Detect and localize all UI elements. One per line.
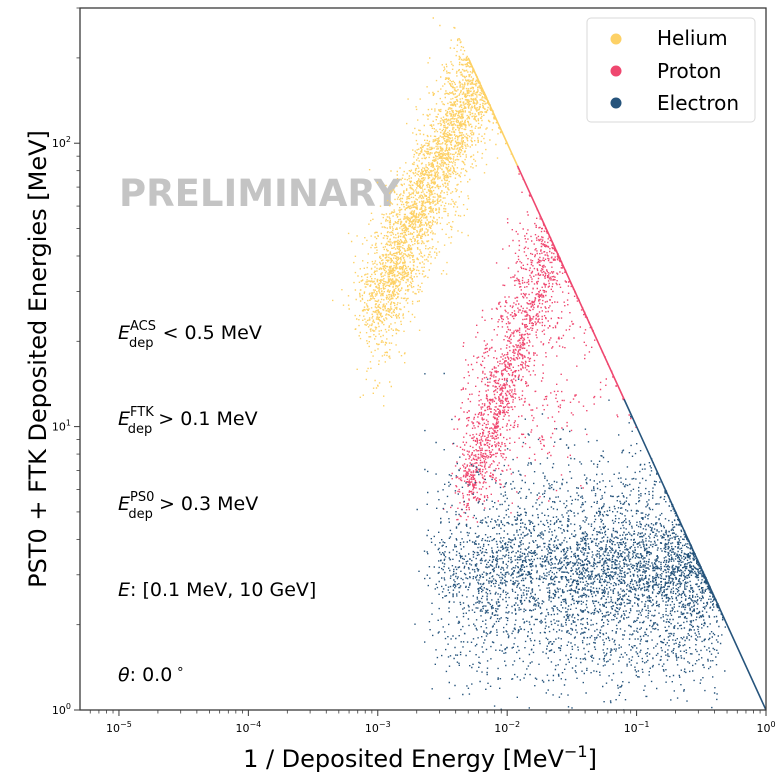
- y-tick-label: 100: [52, 702, 71, 717]
- cut-ps0: EPS0 dep > 0.3 MeV: [118, 490, 258, 522]
- x-tick-label: 10−1: [624, 720, 650, 735]
- boundary-line-helium: [467, 57, 519, 166]
- legend-label-helium: Helium: [657, 26, 728, 50]
- scatter-points-electron: [414, 372, 730, 710]
- y-tick-label: 101: [52, 419, 71, 434]
- angle: θ: 0.0 ∘: [118, 662, 184, 686]
- x-tick-label: 10−2: [494, 720, 520, 735]
- x-axis-ticks: 10−5 10−4 10−3 10−2 10−1 100: [89, 710, 776, 735]
- x-tick-label: 100: [756, 720, 775, 735]
- cut-ftk: EFTK dep > 0.1 MeV: [118, 405, 258, 437]
- x-tick-label: 10−5: [106, 720, 132, 735]
- y-axis-ticks: 100 101 102: [52, 7, 80, 717]
- reference-line-group: [467, 57, 766, 710]
- legend-box: [586, 17, 756, 123]
- x-axis-title-superscript: −1: [564, 742, 588, 761]
- legend: Helium Proton Electron: [586, 17, 756, 123]
- boundary-line-electron: [623, 398, 766, 710]
- y-tick-label: 102: [52, 135, 71, 150]
- x-axis-title: 1 / Deposited Energy [MeV−1]: [243, 742, 597, 773]
- legend-label-proton: Proton: [657, 59, 721, 83]
- cut-annotations: EACS dep < 0.5 MeV EFTK dep > 0.1 MeV EPS0…: [118, 319, 316, 686]
- preliminary-watermark: PRELIMINARY: [119, 172, 402, 215]
- legend-marker-electron: [610, 97, 622, 109]
- plot-background: [80, 8, 766, 710]
- legend-label-electron: Electron: [657, 91, 739, 115]
- legend-marker-proton: [610, 65, 622, 77]
- x-tick-label: 10−3: [365, 720, 391, 735]
- boundary-line-proton: [516, 165, 625, 400]
- scatter-points: [332, 17, 730, 710]
- y-axis-title: PST0 + FTK Deposited Energies [MeV]: [24, 130, 52, 588]
- cut-acs: EACS dep < 0.5 MeV: [118, 319, 262, 351]
- series-electron: [414, 372, 730, 710]
- legend-marker-helium: [610, 33, 622, 45]
- energy-range: E: [0.1 MeV, 10 GeV]: [118, 579, 316, 601]
- x-tick-label: 10−4: [235, 720, 261, 735]
- axes-frame: [79, 7, 767, 711]
